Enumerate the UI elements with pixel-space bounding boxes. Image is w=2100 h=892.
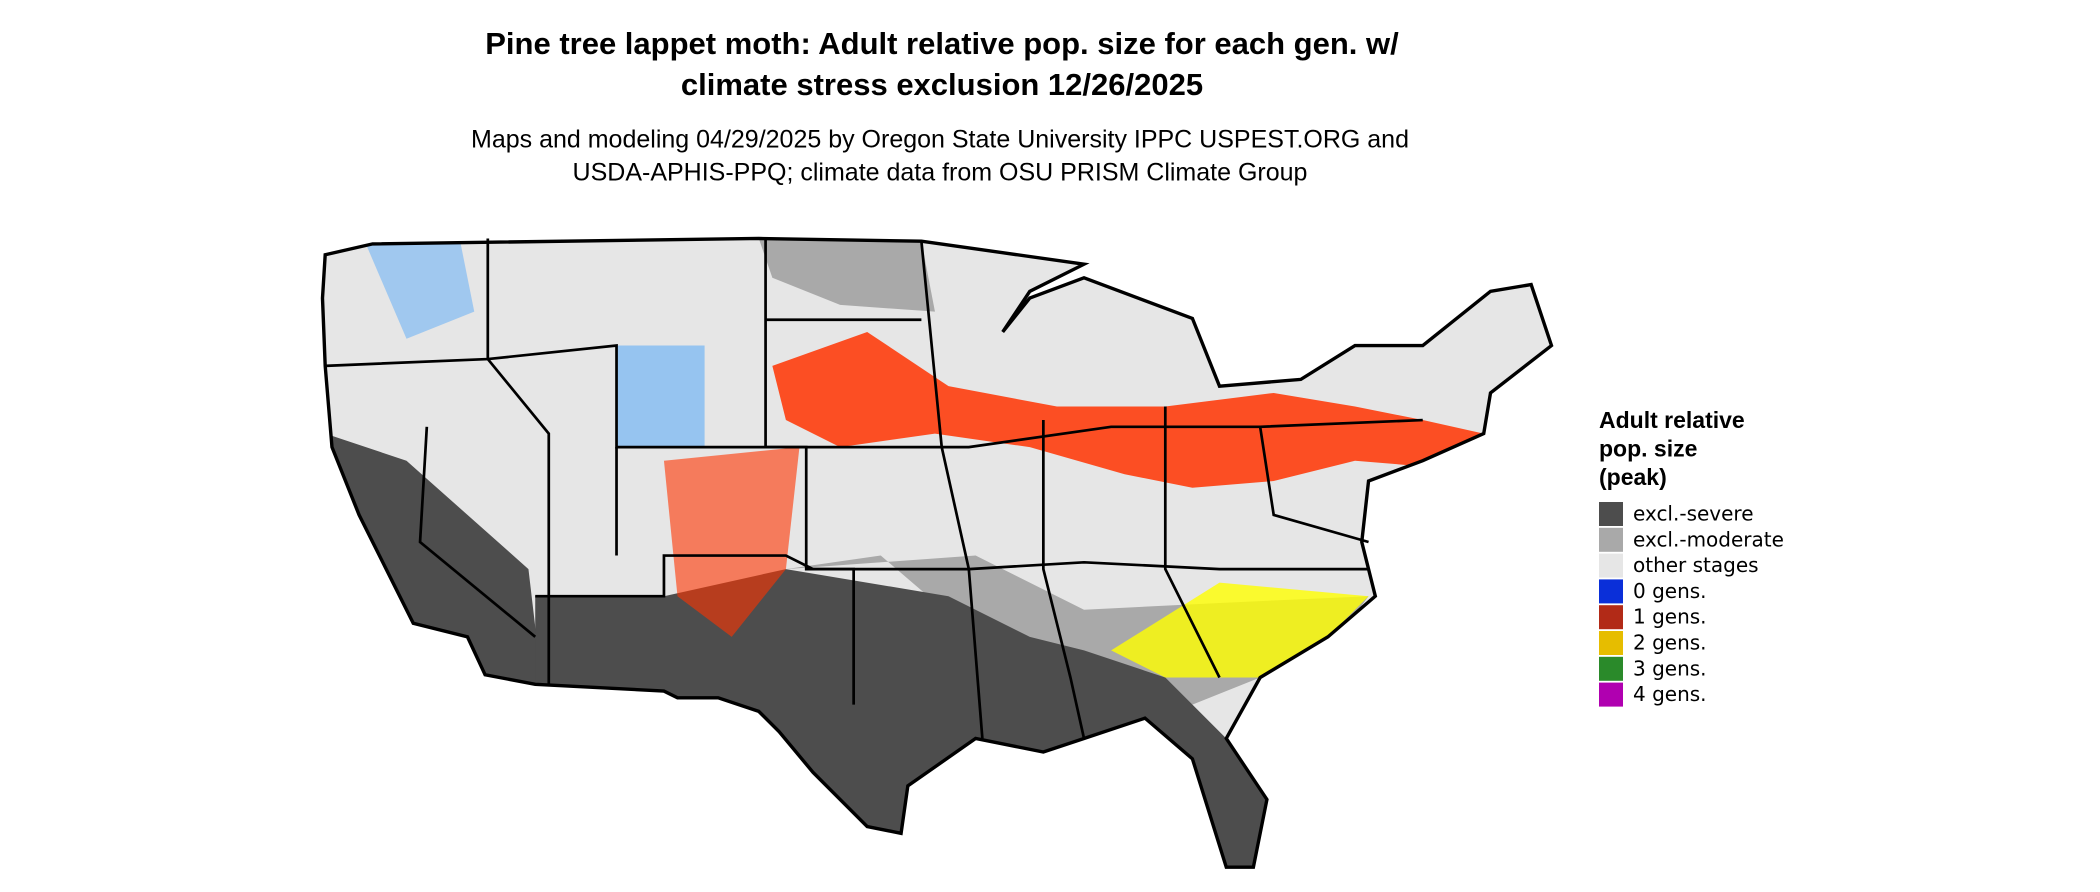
legend-swatch: [1599, 682, 1623, 707]
legend-label: 1 gens.: [1633, 605, 1707, 629]
legend-swatch: [1599, 502, 1623, 526]
subtitle-line: Maps and modeling 04/29/2025 by Oregon S…: [471, 126, 1409, 154]
title-line: climate stress exclusion 12/26/2025: [681, 67, 1203, 102]
legend-swatch: [1599, 579, 1623, 604]
border: [418, 426, 537, 638]
legend-swatch: [1599, 656, 1623, 681]
legend-title: Adult relative: [1599, 407, 1745, 433]
region-moderate: [758, 238, 935, 312]
legend-label: excl.-moderate: [1633, 527, 1784, 551]
border: [764, 238, 856, 705]
legend-label: 4 gens.: [1633, 682, 1707, 706]
title-line: Pine tree lappet moth: Adult relative po…: [485, 26, 1399, 61]
legend-title: pop. size: [1599, 436, 1697, 462]
us-outline: [320, 236, 1554, 869]
border: [1258, 426, 1369, 544]
legend-label: 0 gens.: [1633, 579, 1707, 603]
border: [1041, 420, 1086, 739]
region-zero-gen: [616, 345, 705, 448]
legend-label: other stages: [1633, 553, 1759, 577]
subtitle-line: USDA-APHIS-PPQ; climate data from OSU PR…: [573, 159, 1308, 187]
region-zero-gen: [365, 243, 475, 339]
legend-swatch: [1599, 631, 1623, 655]
legend-label: excl.-severe: [1633, 502, 1754, 526]
legend-swatch: [1599, 527, 1623, 552]
region-two-gen: [1111, 582, 1369, 678]
border: [920, 241, 984, 739]
legend-label: 3 gens.: [1633, 656, 1707, 680]
legend-label: 2 gens.: [1633, 631, 1707, 655]
region-severe: [325, 433, 542, 685]
region-one-gen: [772, 331, 1484, 488]
region-severe: [535, 569, 1267, 868]
state-lines: [325, 238, 1423, 739]
legend-title: (peak): [1599, 464, 1667, 490]
border: [1163, 406, 1221, 679]
legend-swatch: [1599, 605, 1623, 630]
legend: Adult relative pop. size(peak) excl.-sever…: [1599, 407, 1784, 707]
region-one-gen: [663, 447, 800, 637]
border: [486, 238, 551, 685]
legend-swatch: [1599, 553, 1623, 578]
